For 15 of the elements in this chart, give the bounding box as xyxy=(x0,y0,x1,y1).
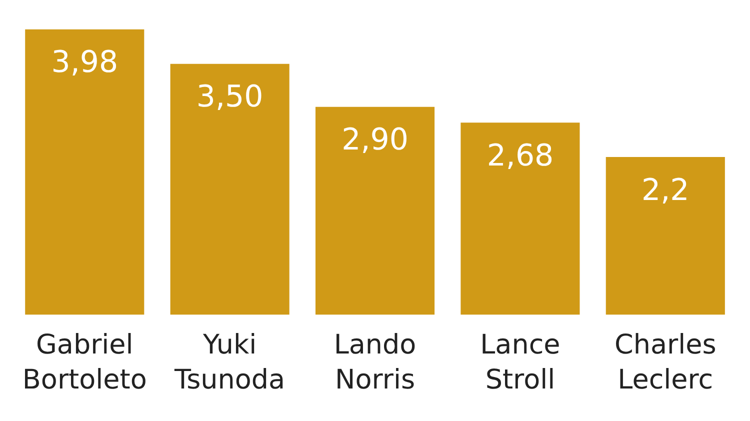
bar xyxy=(460,122,580,315)
bar xyxy=(170,64,290,315)
data-label: 2,2 xyxy=(642,172,690,208)
bar xyxy=(25,29,144,315)
data-label: 3,98 xyxy=(51,45,118,80)
data-label: 3,50 xyxy=(196,80,264,115)
data-label: 2,68 xyxy=(486,138,554,174)
bar xyxy=(315,106,435,315)
x-tick-label: Yuki Tsunoda xyxy=(174,329,286,396)
x-tick-label: Lando Norris xyxy=(334,329,416,396)
data-label: 2,90 xyxy=(342,122,408,158)
bar xyxy=(606,157,725,315)
x-tick-label: Gabriel Bortoleto xyxy=(22,329,147,396)
x-tick-label: Lance Stroll xyxy=(480,329,560,396)
x-tick-label: Charles Leclerc xyxy=(614,329,716,396)
